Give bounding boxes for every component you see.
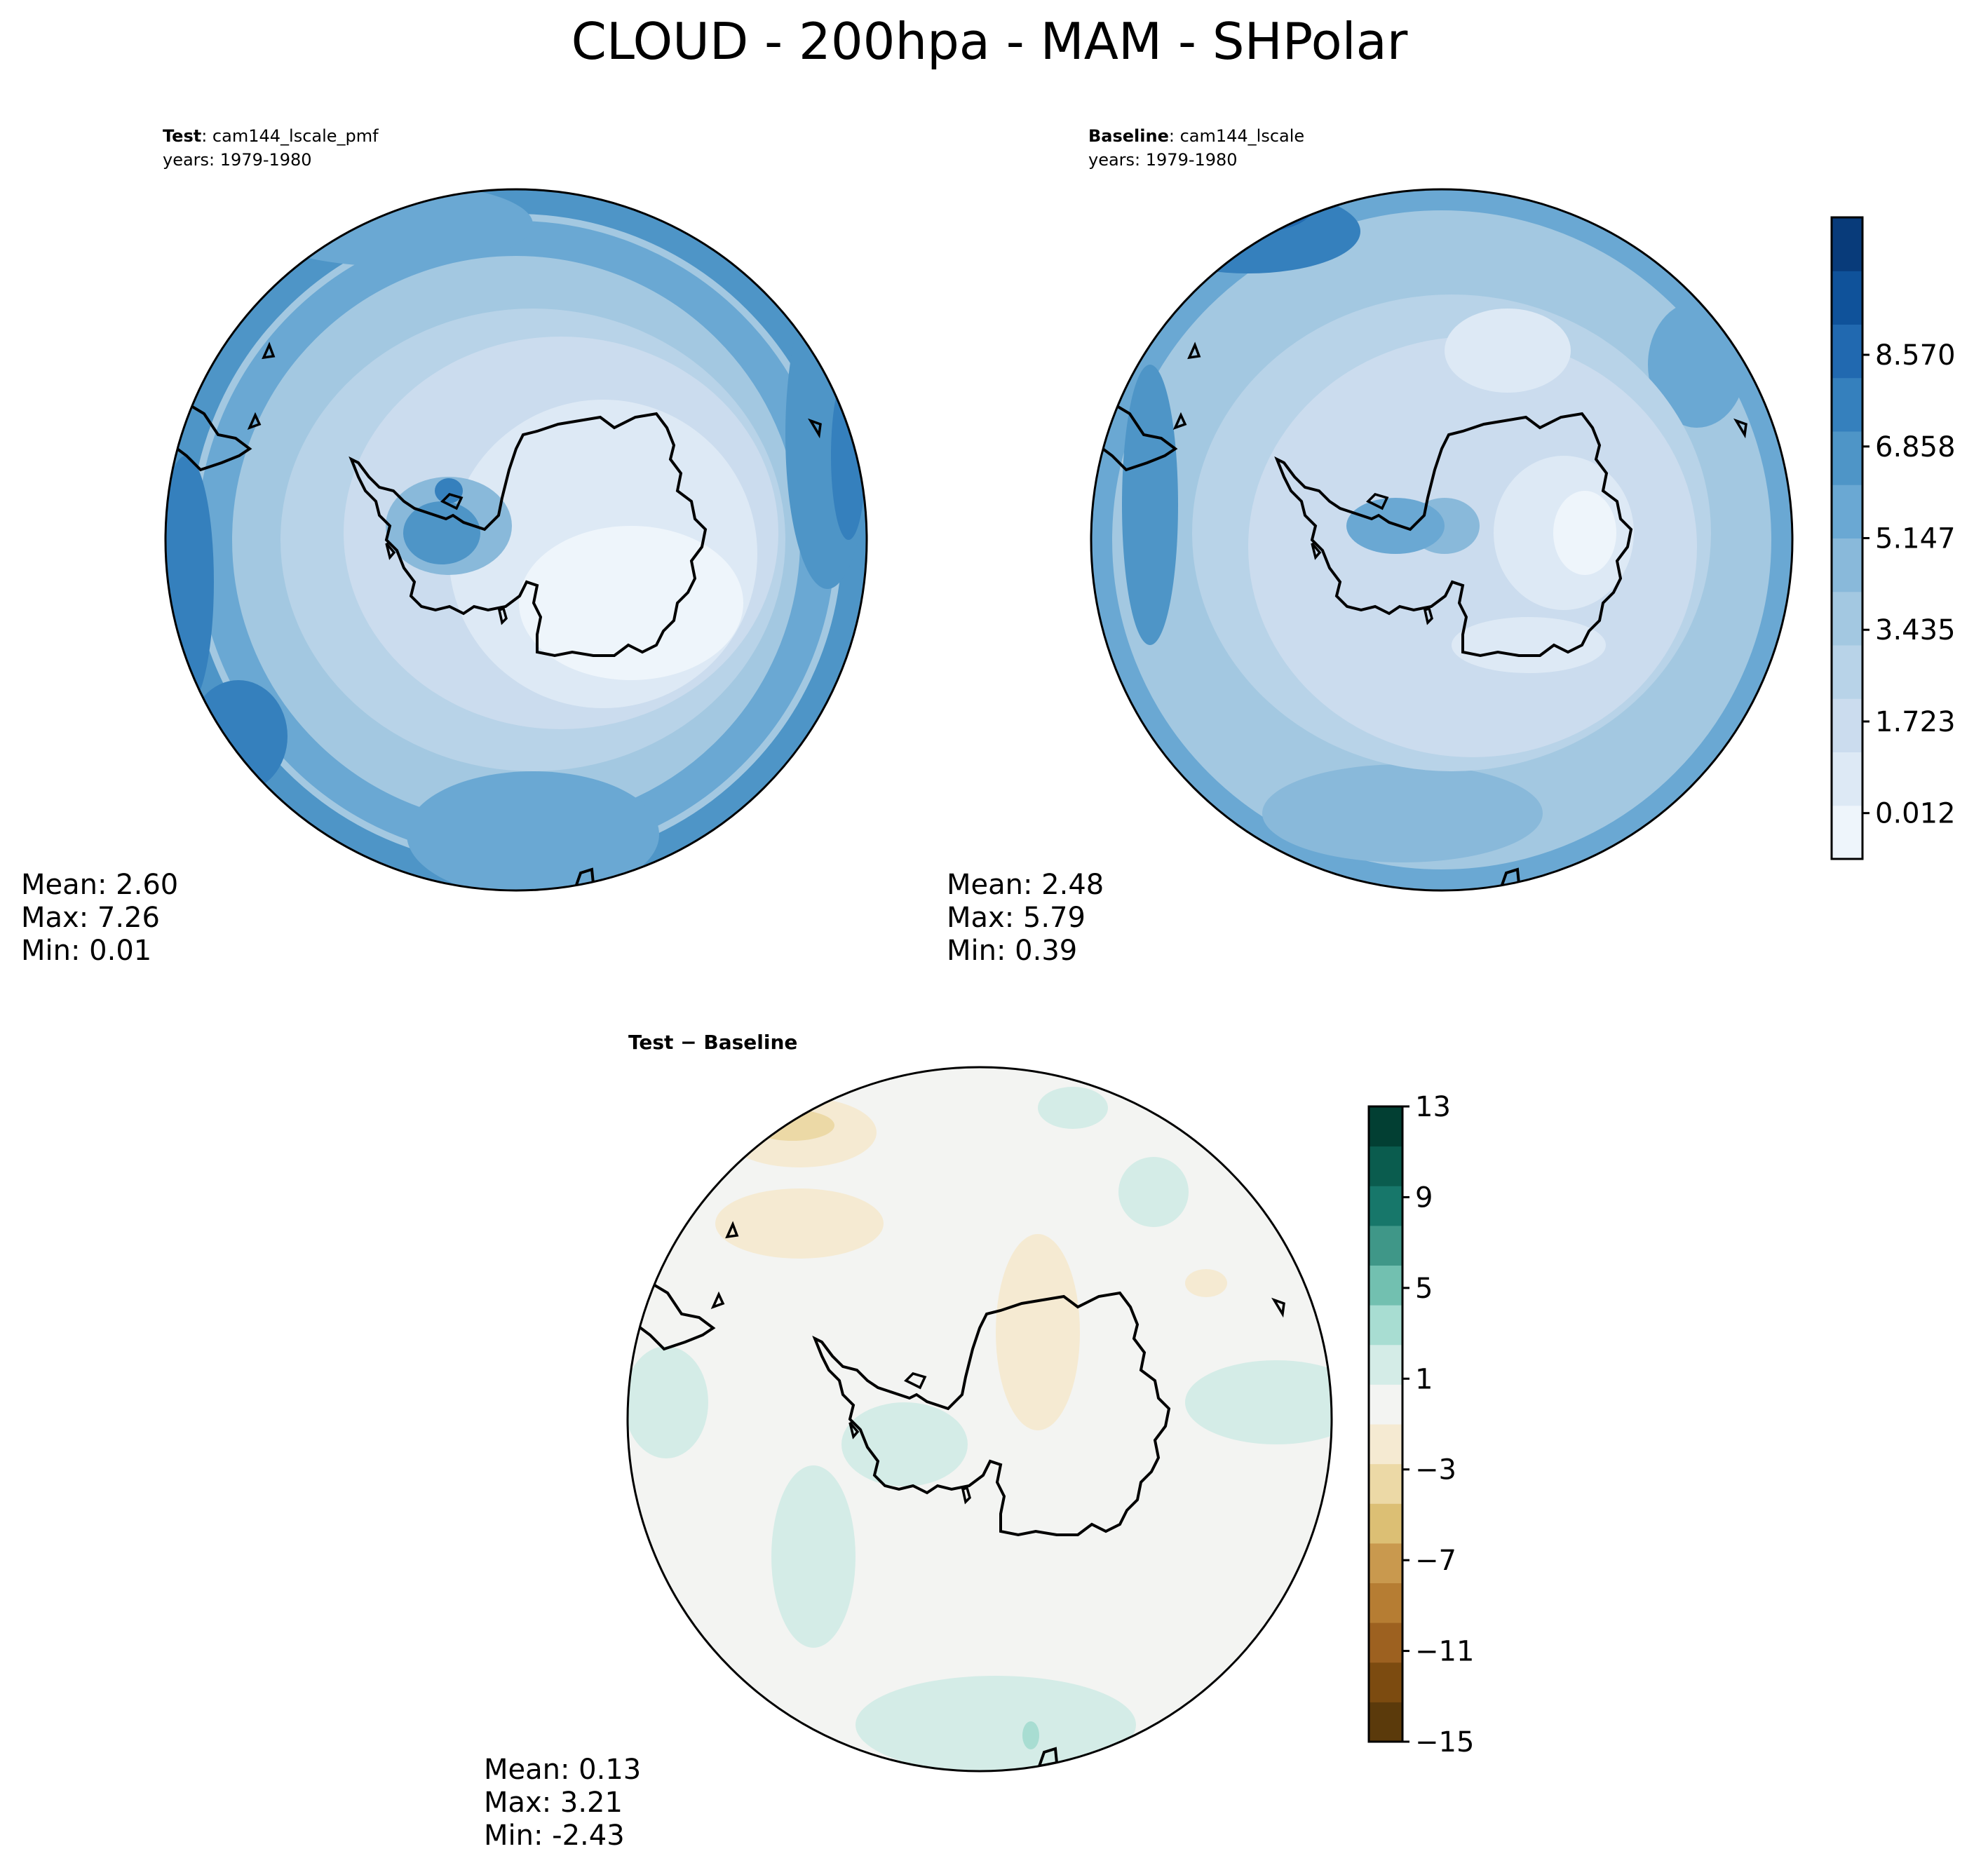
map-baseline xyxy=(1091,189,1792,890)
colorbar-segment xyxy=(1832,431,1862,485)
colorbar-tick-label: −11 xyxy=(1415,1636,1474,1668)
colorbar-tick-label: 5.147 xyxy=(1875,522,1956,555)
colorbar-tick-label: 6.858 xyxy=(1875,431,1956,463)
panel-test-min: Min: 0.01 xyxy=(21,935,151,967)
colorbar-tick-label: 3.435 xyxy=(1875,614,1956,646)
colorbar-segment xyxy=(1832,485,1862,538)
map-test-border xyxy=(164,188,868,892)
colorbar-segment xyxy=(1832,698,1862,752)
colorbar-segment xyxy=(1832,377,1862,432)
panel-diff-label: Test − Baseline xyxy=(628,1031,797,1054)
colorbar-segment xyxy=(1369,1106,1402,1147)
panel-diff-mean: Mean: 0.13 xyxy=(484,1754,641,1786)
colorbar-segment xyxy=(1832,271,1862,325)
colorbar-segment xyxy=(1369,1146,1402,1186)
colorbar-segment xyxy=(1369,1463,1402,1504)
colorbar-tick-label: 8.570 xyxy=(1875,339,1956,372)
panel-test-label: : cam144_lscale_pmf xyxy=(201,126,379,146)
svg-text:Baseline: cam144_lscale: Baseline: cam144_lscale xyxy=(1088,126,1304,146)
colorbar-segment xyxy=(1369,1662,1402,1702)
colorbar-segment xyxy=(1369,1503,1402,1544)
panel-baseline-label: : cam144_lscale xyxy=(1169,126,1304,146)
colorbar-tick-label: −15 xyxy=(1415,1726,1474,1759)
colorbar-tick-label: 9 xyxy=(1415,1181,1433,1214)
colorbar-segment xyxy=(1369,1424,1402,1465)
panel-test-max: Max: 7.26 xyxy=(21,902,160,934)
panel-diff: Test − Baseline Mean: 0.13 Max: 3.21 Min… xyxy=(484,1031,1474,1852)
panel-diff-min: Min: -2.43 xyxy=(484,1820,625,1852)
colorbar-segment xyxy=(1369,1622,1402,1663)
colorbar-segment xyxy=(1369,1305,1402,1346)
panel-baseline-years: years: 1979-1980 xyxy=(1088,150,1238,170)
panel-diff-max: Max: 3.21 xyxy=(484,1787,623,1819)
colorbar-segment xyxy=(1369,1344,1402,1385)
panel-baseline-label-bold: Baseline xyxy=(1088,126,1169,146)
colorbar-segment xyxy=(1832,591,1862,646)
colorbar-segment xyxy=(1832,217,1862,271)
panel-test-years: years: 1979-1980 xyxy=(163,150,312,170)
map-diff xyxy=(628,1067,1332,1771)
colorbar-segment xyxy=(1369,1225,1402,1266)
colorbar-segment xyxy=(1832,324,1862,379)
panel-baseline: Baseline: cam144_lscale years: 1979-1980… xyxy=(947,126,1956,967)
figure-title: CLOUD - 200hpa - MAM - SHPolar xyxy=(572,12,1408,71)
colorbar-tick-label: 13 xyxy=(1415,1091,1451,1123)
panel-baseline-mean: Mean: 2.48 xyxy=(947,869,1104,901)
colorbar-segment xyxy=(1832,645,1862,699)
colorbar-segment xyxy=(1832,752,1862,806)
map-diff-border xyxy=(626,1066,1333,1773)
colorbar-segment xyxy=(1369,1186,1402,1226)
map-baseline-border xyxy=(1090,188,1794,892)
colorbar-frame xyxy=(1367,1105,1404,1743)
colorbar-segment xyxy=(1369,1543,1402,1583)
colorbar-tick-label: −7 xyxy=(1415,1545,1456,1577)
colorbar-segment xyxy=(1369,1265,1402,1306)
colorbar-tick-label: 1.723 xyxy=(1875,706,1956,738)
colorbar-segment xyxy=(1832,805,1862,860)
colorbar-segment xyxy=(1369,1702,1402,1742)
panel-baseline-min: Min: 0.39 xyxy=(947,935,1077,967)
colorbar-segment xyxy=(1369,1384,1402,1425)
panel-test-mean: Mean: 2.60 xyxy=(21,869,178,901)
colorbar-segment xyxy=(1369,1583,1402,1623)
svg-text:Test: cam144_lscale_pmf: Test: cam144_lscale_pmf xyxy=(163,126,379,146)
colorbar-tick-label: 1 xyxy=(1415,1363,1433,1395)
colorbar-segment xyxy=(1832,538,1862,592)
panel-baseline-max: Max: 5.79 xyxy=(947,902,1086,934)
panel-test: Test: cam144_lscale_pmf years: 1979-1980 xyxy=(21,126,868,967)
colorbar-tick-label: −3 xyxy=(1415,1454,1456,1486)
colorbar-tick-label: 0.012 xyxy=(1875,798,1956,830)
colorbar-blues: 0.012 1.723 3.435 5.147 6.858 8.570 xyxy=(1830,216,1956,860)
colorbar-tick-label: 5 xyxy=(1415,1273,1433,1305)
colorbar-brbg: −15 −11 −7 −3 1 5 9 13 xyxy=(1367,1091,1474,1759)
panel-test-label-bold: Test xyxy=(163,126,201,146)
